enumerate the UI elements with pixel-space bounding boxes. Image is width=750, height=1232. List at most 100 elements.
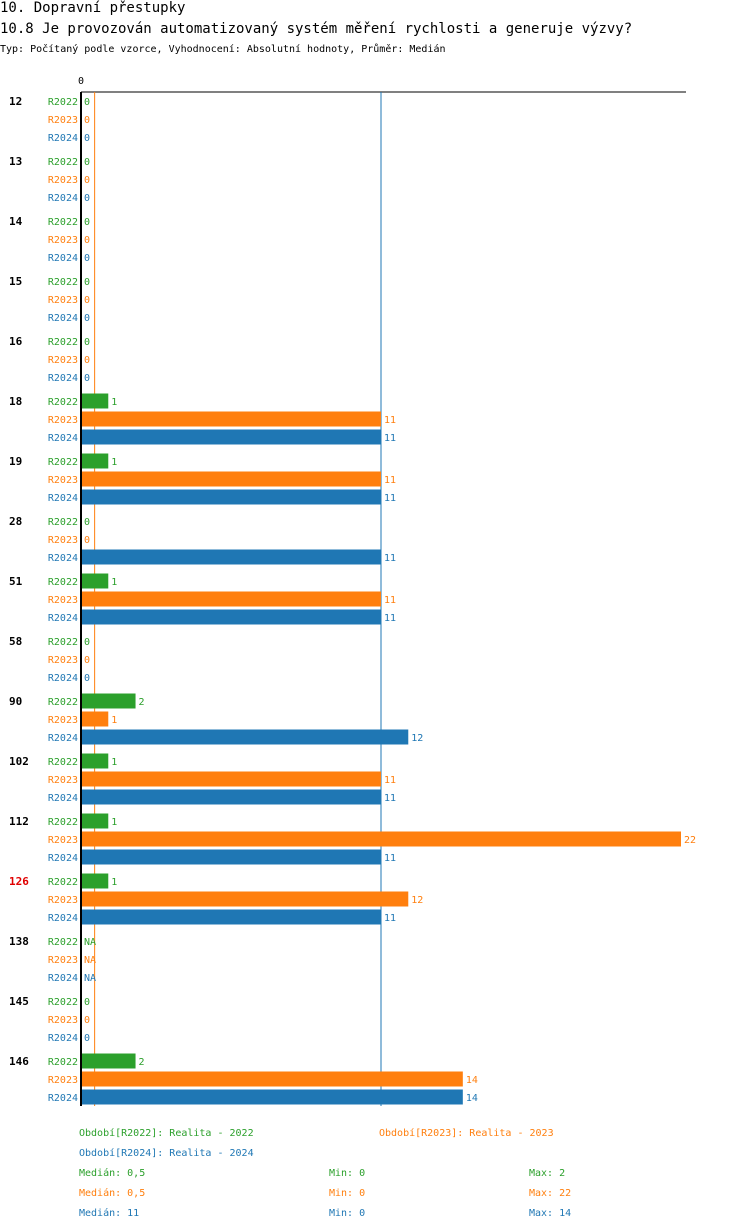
series-label-13-r2022: R2022 <box>48 157 78 168</box>
legend-r2023: Období[R2023]: Realita - 2023 <box>379 1128 554 1139</box>
series-label-18-r2023: R2023 <box>48 415 78 426</box>
series-label-15-r2024: R2024 <box>48 313 78 324</box>
bar-51-r2024 <box>81 609 381 625</box>
value-label-138-r2023: NA <box>84 955 96 966</box>
value-label-112-r2024: 11 <box>384 853 396 864</box>
value-label-16-r2022: 0 <box>84 337 90 348</box>
stat-r2022-min: Min: 0 <box>329 1168 366 1179</box>
stat-r2024-min: Min: 0 <box>329 1208 366 1219</box>
series-label-145-r2024: R2024 <box>48 1033 78 1044</box>
series-label-138-r2023: R2023 <box>48 955 78 966</box>
category-label-19: 19 <box>9 455 22 468</box>
value-label-15-r2022: 0 <box>84 277 90 288</box>
category-label-18: 18 <box>9 395 22 408</box>
value-label-28-r2023: 0 <box>84 535 90 546</box>
value-label-14-r2023: 0 <box>84 235 90 246</box>
category-label-12: 12 <box>9 95 22 108</box>
value-label-15-r2024: 0 <box>84 313 90 324</box>
series-label-145-r2023: R2023 <box>48 1015 78 1026</box>
value-label-13-r2023: 0 <box>84 175 90 186</box>
bar-19-r2022 <box>81 453 109 469</box>
series-label-19-r2022: R2022 <box>48 457 78 468</box>
series-label-58-r2022: R2022 <box>48 637 78 648</box>
category-label-102: 102 <box>9 755 29 768</box>
bar-90-r2023 <box>81 711 109 727</box>
series-label-19-r2024: R2024 <box>48 493 78 504</box>
series-label-18-r2022: R2022 <box>48 397 78 408</box>
bar-102-r2023 <box>81 771 381 787</box>
bar-126-r2024 <box>81 909 381 925</box>
series-label-138-r2022: R2022 <box>48 937 78 948</box>
category-label-138: 138 <box>9 935 29 948</box>
category-label-145: 145 <box>9 995 29 1008</box>
value-label-13-r2024: 0 <box>84 193 90 204</box>
value-label-12-r2024: 0 <box>84 133 90 144</box>
bar-28-r2024 <box>81 549 381 565</box>
series-label-13-r2024: R2024 <box>48 193 78 204</box>
series-label-126-r2023: R2023 <box>48 895 78 906</box>
bar-51-r2022 <box>81 573 109 589</box>
value-label-14-r2024: 0 <box>84 253 90 264</box>
bar-112-r2022 <box>81 813 109 829</box>
legend-r2024: Období[R2024]: Realita - 2024 <box>79 1148 254 1159</box>
question-title: 10.8 Je provozován automatizovaný systém… <box>0 21 633 37</box>
value-label-112-r2022: 1 <box>111 817 117 828</box>
bar-112-r2023 <box>81 831 681 847</box>
value-label-146-r2022: 2 <box>139 1057 145 1068</box>
stat-r2023-median: Medián: 0,5 <box>79 1188 146 1199</box>
page-title: 10. Dopravní přestupky <box>0 0 186 16</box>
stat-r2023-min: Min: 0 <box>329 1188 366 1199</box>
series-label-138-r2024: R2024 <box>48 973 78 984</box>
category-label-51: 51 <box>9 575 23 588</box>
category-label-14: 14 <box>9 215 23 228</box>
value-label-126-r2024: 11 <box>384 913 396 924</box>
series-label-112-r2022: R2022 <box>48 817 78 828</box>
stat-r2023-max: Max: 22 <box>529 1188 572 1199</box>
value-label-58-r2023: 0 <box>84 655 90 666</box>
series-label-146-r2024: R2024 <box>48 1093 78 1104</box>
value-label-51-r2024: 11 <box>384 613 396 624</box>
series-label-146-r2023: R2023 <box>48 1075 78 1086</box>
series-label-28-r2022: R2022 <box>48 517 78 528</box>
stat-r2022-max: Max: 2 <box>529 1168 566 1179</box>
series-label-102-r2023: R2023 <box>48 775 78 786</box>
stat-r2022-median: Medián: 0,5 <box>79 1168 146 1179</box>
value-label-51-r2023: 11 <box>384 595 396 606</box>
series-label-102-r2024: R2024 <box>48 793 78 804</box>
bar-19-r2024 <box>81 489 381 505</box>
series-label-19-r2023: R2023 <box>48 475 78 486</box>
series-label-90-r2023: R2023 <box>48 715 78 726</box>
series-label-28-r2023: R2023 <box>48 535 78 546</box>
series-label-102-r2022: R2022 <box>48 757 78 768</box>
series-label-28-r2024: R2024 <box>48 553 78 564</box>
category-label-58: 58 <box>9 635 22 648</box>
bar-126-r2022 <box>81 873 109 889</box>
value-label-19-r2023: 11 <box>384 475 396 486</box>
chart-meta: Typ: Počítaný podle vzorce, Vyhodnocení:… <box>0 44 446 55</box>
value-label-28-r2024: 11 <box>384 553 396 564</box>
bar-18-r2022 <box>81 393 109 409</box>
value-label-138-r2024: NA <box>84 973 96 984</box>
value-label-90-r2022: 2 <box>139 697 145 708</box>
series-label-13-r2023: R2023 <box>48 175 78 186</box>
bar-90-r2024 <box>81 729 409 745</box>
bar-146-r2022 <box>81 1053 136 1069</box>
bar-18-r2023 <box>81 411 381 427</box>
value-label-102-r2023: 11 <box>384 775 396 786</box>
series-label-12-r2023: R2023 <box>48 115 78 126</box>
value-label-12-r2023: 0 <box>84 115 90 126</box>
value-label-90-r2024: 12 <box>411 733 423 744</box>
value-label-145-r2022: 0 <box>84 997 90 1008</box>
stat-r2024-median: Medián: 11 <box>79 1208 140 1219</box>
series-label-90-r2022: R2022 <box>48 697 78 708</box>
series-label-16-r2023: R2023 <box>48 355 78 366</box>
category-label-16: 16 <box>9 335 23 348</box>
category-label-112: 112 <box>9 815 29 828</box>
bar-51-r2023 <box>81 591 381 607</box>
bar-18-r2024 <box>81 429 381 445</box>
value-label-18-r2023: 11 <box>384 415 396 426</box>
series-label-14-r2022: R2022 <box>48 217 78 228</box>
stat-r2024-max: Max: 14 <box>529 1208 572 1219</box>
bar-146-r2023 <box>81 1071 463 1087</box>
series-label-58-r2023: R2023 <box>48 655 78 666</box>
